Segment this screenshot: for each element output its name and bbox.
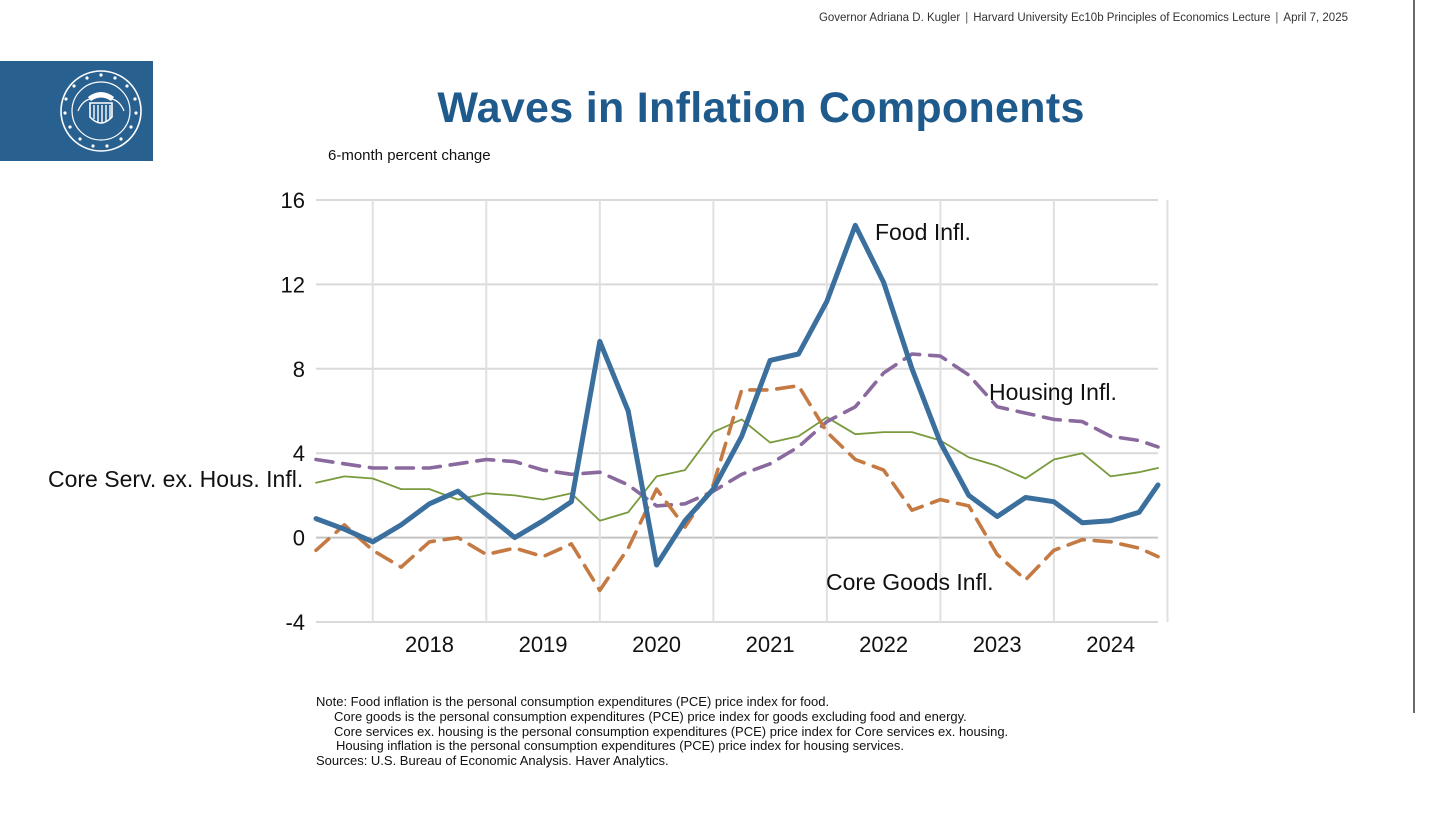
note-food: Note: Food inflation is the personal con… [316,694,830,709]
chart-gridlines [316,199,1169,623]
event-name: Harvard University Ec10b Principles of E… [973,12,1271,24]
series-label: Housing Infl. [989,379,1117,405]
header-separator: | [1275,12,1279,24]
note-core-goods: Core goods is the personal consumption e… [334,708,967,724]
y-tick-label: 4 [293,441,305,466]
x-tick-label: 2023 [973,632,1022,657]
speaker-name: Governor Adriana D. Kugler [818,12,961,24]
note-housing: Housing inflation is the personal consum… [336,738,904,754]
y-tick-label: 12 [281,272,305,297]
series-label: Food Infl. [875,219,971,245]
y-tick-label: -4 [285,610,305,635]
chart-series [313,222,1161,593]
chart-notes: Note: Food inflation is the personal con… [316,694,1009,769]
note-core-services: Core services ex. housing is the persona… [334,723,1009,739]
chart-subtitle: 6-month percent change [328,147,491,164]
slide-right-border [1413,0,1415,713]
chart-series-labels: Core Serv. ex. Hous. Infl. Housing Infl. C… [48,219,1117,595]
series-line-food-infl [313,222,1161,568]
x-tick-label: 2019 [519,632,568,657]
header-separator: | [965,12,969,24]
note-sources: Sources: U.S. Bureau of Economic Analysi… [316,753,669,769]
series-line-core-goods-infl [314,383,1160,593]
series-line-core-serv-ex-hous-infl [315,416,1159,522]
x-tick-label: 2018 [405,632,454,657]
y-tick-label: 0 [293,526,305,551]
x-tick-label: 2021 [746,632,795,657]
y-tick-label: 8 [293,357,305,382]
x-tick-label: 2020 [632,632,681,657]
x-tick-label: 2024 [1086,632,1135,657]
y-tick-label: 16 [281,188,305,213]
chart-axes: 16 12 8 4 0 -4 2018 2019 2020 2021 2022 2023 2024 [281,188,1136,657]
event-date: April 7, 2025 [1283,12,1348,24]
federal-reserve-seal-icon [60,70,142,152]
page-title: Waves in Inflation Components [437,84,1085,132]
series-label: Core Goods Infl. [826,569,993,595]
slide-header: Governor Adriana D. Kugler | Harvard Unive… [819,12,1348,24]
series-line-housing-infl [314,352,1160,508]
x-tick-label: 2022 [859,632,908,657]
federal-reserve-logo [0,61,153,161]
series-label: Core Serv. ex. Hous. Infl. [48,466,303,492]
